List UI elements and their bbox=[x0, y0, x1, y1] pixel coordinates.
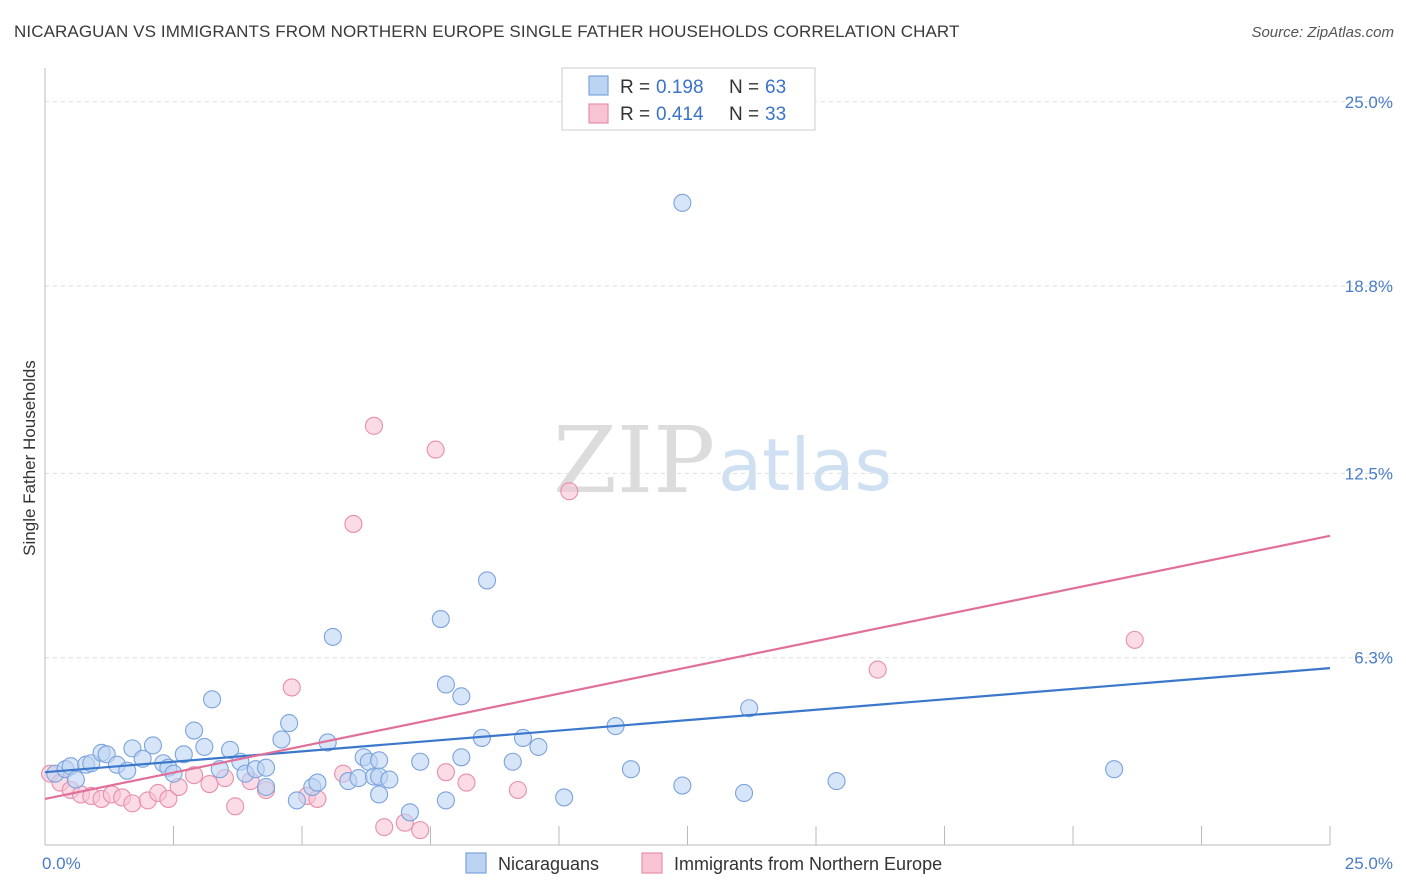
northern-europe-point bbox=[282, 678, 301, 697]
legend-r-value-2: 0.414 bbox=[656, 104, 704, 125]
northern-europe-point bbox=[226, 797, 245, 816]
y-tick-label: 6.3% bbox=[1354, 649, 1393, 668]
nicaraguans-point bbox=[143, 736, 162, 755]
bottom-legend-swatch-northern-europe bbox=[641, 852, 663, 874]
x-tick-labels: 0.0% 25.0% bbox=[42, 854, 1393, 873]
northern-europe-point bbox=[123, 794, 142, 813]
bottom-legend: Nicaraguans Immigrants from Northern Eur… bbox=[465, 852, 942, 874]
nicaraguans-point bbox=[740, 699, 759, 718]
nicaraguans-point bbox=[436, 791, 455, 810]
nicaraguans-point bbox=[477, 571, 497, 590]
northern-europe-point bbox=[1125, 630, 1144, 649]
nicaraguans-point bbox=[256, 758, 276, 777]
northern-europe-point bbox=[868, 660, 887, 679]
gridlines bbox=[45, 101, 1392, 659]
legend-r-value-1: 0.198 bbox=[656, 77, 704, 98]
nicaraguans-point bbox=[380, 770, 399, 789]
northern-europe-point bbox=[457, 773, 476, 792]
legend-r-label-1: R = bbox=[620, 77, 650, 98]
x-tick-label: 25.0% bbox=[1345, 854, 1393, 873]
watermark: ZIP atlas bbox=[553, 407, 892, 514]
nicaraguans-point bbox=[195, 737, 214, 756]
legend-swatch-nicaraguans bbox=[588, 75, 609, 96]
legend-n-label-2: N = bbox=[729, 104, 759, 125]
northern-europe-point bbox=[560, 482, 579, 501]
nicaraguans-point bbox=[673, 193, 692, 212]
nicaraguans-point bbox=[431, 610, 450, 629]
nicaraguans-trend-line bbox=[44, 667, 1331, 774]
nicaraguans-point bbox=[256, 777, 276, 797]
nicaraguans-point bbox=[827, 772, 846, 791]
nicaraguans-point bbox=[287, 791, 306, 810]
y-axis-title: Single Father Households bbox=[20, 360, 39, 556]
chart-source: Source: ZipAtlas.com bbox=[1251, 24, 1394, 41]
northern-europe-point bbox=[375, 818, 394, 837]
nicaraguans-point bbox=[529, 737, 548, 756]
trend-lines bbox=[44, 534, 1331, 800]
nicaraguans-point bbox=[174, 745, 193, 764]
nicaraguans-point bbox=[673, 776, 692, 795]
northern-europe-point bbox=[426, 440, 445, 459]
nicaraguans-point bbox=[66, 770, 85, 789]
nicaraguans-point bbox=[370, 751, 389, 770]
northern-europe-point bbox=[508, 780, 527, 800]
legend-n-value-2: 33 bbox=[765, 104, 786, 125]
nicaraguans-point bbox=[280, 714, 299, 733]
chart-title: NICARAGUAN VS IMMIGRANTS FROM NORTHERN E… bbox=[14, 22, 960, 41]
nicaraguans-point bbox=[555, 788, 574, 807]
northern-europe-point bbox=[344, 514, 363, 533]
y-tick-label: 12.5% bbox=[1345, 464, 1393, 483]
nicaraguans-point bbox=[734, 783, 754, 803]
nicaraguans-point bbox=[349, 769, 368, 788]
y-tick-label: 18.8% bbox=[1345, 277, 1393, 296]
nicaraguans-point bbox=[220, 740, 240, 759]
bottom-legend-swatch-nicaraguans bbox=[465, 852, 487, 874]
data-points bbox=[41, 193, 1144, 840]
bottom-legend-nicaraguans: Nicaraguans bbox=[498, 854, 599, 874]
northern-europe-point bbox=[436, 763, 455, 782]
legend-n-value-1: 63 bbox=[765, 77, 786, 98]
y-tick-label: 25.0% bbox=[1345, 93, 1393, 112]
legend-n-label-1: N = bbox=[729, 77, 759, 98]
x-tick-label: 0.0% bbox=[42, 854, 81, 873]
nicaraguans-point bbox=[272, 730, 291, 749]
nicaraguans-point bbox=[1105, 760, 1124, 779]
axes bbox=[44, 68, 1331, 846]
northern-europe-point bbox=[411, 821, 430, 840]
nicaraguans-point bbox=[308, 773, 327, 792]
watermark-atlas: atlas bbox=[718, 423, 892, 507]
northern-europe-point bbox=[200, 775, 219, 794]
northern-europe-point bbox=[364, 416, 384, 435]
nicaraguans-point bbox=[621, 760, 641, 779]
nicaraguans-point bbox=[452, 748, 471, 767]
bottom-legend-northern-europe: Immigrants from Northern Europe bbox=[674, 854, 942, 874]
nicaraguans-point bbox=[503, 752, 522, 771]
nicaraguans-point bbox=[185, 721, 204, 740]
northern-europe-point bbox=[185, 766, 204, 785]
northern-europe-point bbox=[159, 789, 178, 808]
legend-swatch-northern-europe bbox=[588, 103, 609, 124]
legend-r-label-2: R = bbox=[620, 104, 650, 125]
nicaraguans-point bbox=[400, 803, 419, 822]
nicaraguans-point bbox=[411, 752, 430, 771]
nicaraguans-point bbox=[370, 785, 389, 804]
nicaraguans-point bbox=[323, 627, 342, 646]
y-tick-labels: 6.3% 12.5% 18.8% 25.0% bbox=[1345, 93, 1393, 668]
nicaraguans-point bbox=[452, 687, 471, 706]
northern-europe-trend-line bbox=[44, 534, 1331, 800]
nicaraguans-point bbox=[436, 675, 455, 694]
watermark-zip: ZIP bbox=[553, 407, 715, 514]
nicaraguans-point bbox=[203, 690, 222, 709]
legend: R = 0.198 N = 63 R = 0.414 N = 33 bbox=[561, 67, 816, 131]
